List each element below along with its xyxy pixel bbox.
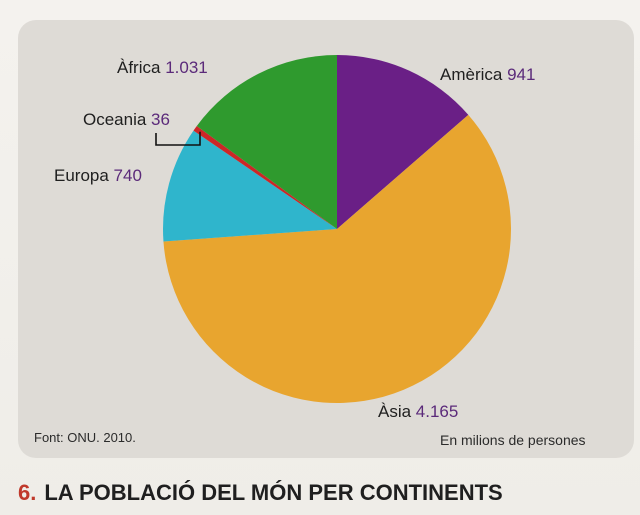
slice-label-value-europa: 740 — [114, 166, 142, 185]
slice-label-africa: Àfrica 1.031 — [117, 58, 208, 77]
slice-label-europa: Europa 740 — [54, 166, 142, 185]
pie-slice-africa — [196, 55, 337, 229]
source-note: Font: ONU. 2010. — [34, 430, 136, 445]
slice-label-value-africa: 1.031 — [165, 58, 208, 77]
slice-label-value-oceania: 36 — [151, 110, 170, 129]
chart-title: LA POBLACIÓ DEL MÓN PER CONTINENTS — [44, 480, 503, 505]
unit-note: En milions de persones — [440, 432, 586, 448]
slice-label-name-america: Amèrica — [440, 65, 507, 84]
slice-label-oceania: Oceania 36 — [83, 110, 170, 129]
slice-label-name-africa: Àfrica — [117, 58, 165, 77]
pie-slice-europa — [163, 130, 337, 242]
pie-slice-asia — [163, 114, 512, 403]
pie-slice-america — [337, 55, 469, 229]
slice-label-name-oceania: Oceania — [83, 110, 151, 129]
pie-slice-oceania — [193, 125, 337, 229]
figure-title: 6. LA POBLACIÓ DEL MÓN PER CONTINENTS — [18, 480, 503, 506]
oceania-leader-line — [155, 131, 201, 146]
slice-label-value-asia: 4.165 — [416, 402, 459, 421]
slice-label-asia: Àsia 4.165 — [378, 402, 458, 421]
slice-label-america: Amèrica 941 — [440, 65, 535, 84]
slice-label-name-asia: Àsia — [378, 402, 416, 421]
slice-label-value-america: 941 — [507, 65, 535, 84]
figure-number: 6. — [18, 480, 37, 505]
slice-label-name-europa: Europa — [54, 166, 114, 185]
